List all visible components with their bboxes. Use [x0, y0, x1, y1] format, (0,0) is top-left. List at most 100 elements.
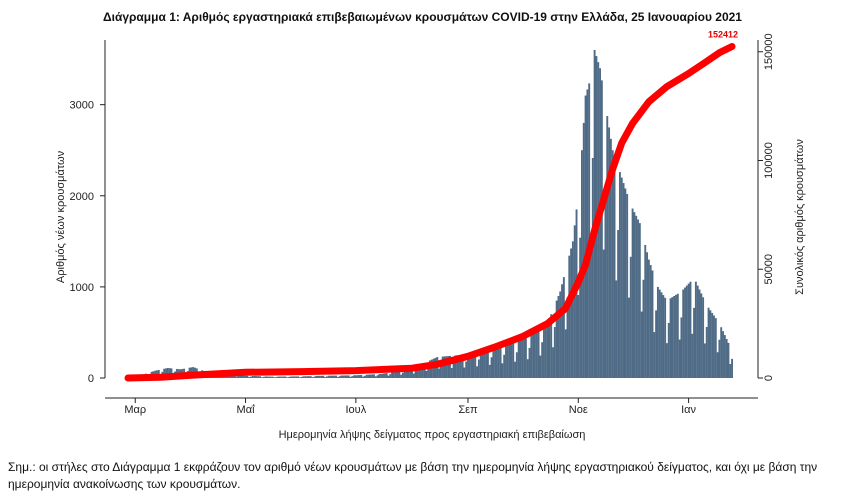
daily-bar: [315, 376, 318, 378]
daily-bar: [508, 343, 511, 378]
daily-bar: [324, 377, 327, 378]
daily-bar: [257, 376, 260, 378]
daily-bar: [503, 354, 506, 378]
daily-bar: [519, 340, 522, 378]
daily-bar: [166, 367, 169, 378]
daily-bar: [477, 359, 480, 378]
daily-bar: [499, 345, 502, 378]
daily-bar: [533, 331, 536, 378]
daily-bar: [581, 150, 583, 378]
daily-bar: [311, 377, 314, 378]
daily-bar: [458, 355, 460, 378]
daily-bar: [691, 333, 694, 378]
daily-bar: [615, 280, 618, 378]
daily-bar: [550, 314, 553, 378]
daily-bar: [548, 318, 551, 378]
x-axis-title: Ημερομηνία λήψης δείγματος προς εργαστηρ…: [279, 429, 586, 441]
daily-bar: [546, 323, 549, 378]
daily-bar: [318, 375, 321, 378]
daily-bar: [566, 297, 569, 378]
daily-bar: [689, 281, 692, 378]
daily-bar: [383, 373, 386, 378]
daily-bar: [430, 359, 433, 378]
daily-bar: [640, 311, 643, 378]
daily-bar: [365, 374, 368, 378]
daily-bar: [696, 285, 699, 378]
daily-bar: [452, 362, 455, 378]
daily-bar: [275, 377, 278, 378]
daily-bar: [163, 368, 166, 378]
daily-bar: [716, 352, 719, 378]
daily-bar: [635, 215, 638, 378]
daily-bar: [622, 183, 625, 378]
cumulative-cases-line: [124, 43, 736, 382]
daily-bar: [407, 369, 410, 378]
daily-bar: [590, 242, 592, 378]
daily-bar: [465, 361, 468, 378]
daily-bar: [398, 370, 401, 378]
daily-bar: [671, 297, 674, 378]
daily-bar: [476, 366, 479, 378]
daily-bar: [309, 376, 312, 378]
daily-bar: [284, 376, 287, 378]
daily-bar: [244, 375, 247, 378]
daily-bar: [609, 138, 612, 378]
daily-bar: [369, 374, 372, 378]
daily-bar: [524, 337, 527, 378]
daily-bar: [722, 331, 724, 378]
cumulative-total-label: 152412: [708, 30, 738, 40]
daily-bar: [367, 374, 370, 378]
daily-bar: [673, 296, 676, 378]
daily-bar: [644, 244, 647, 378]
daily-bar: [165, 368, 167, 378]
daily-bar: [727, 342, 730, 378]
daily-bar: [658, 289, 661, 378]
daily-bar: [286, 377, 289, 378]
daily-bar: [544, 324, 547, 378]
daily-bar: [416, 366, 419, 378]
daily-bar: [637, 219, 639, 378]
daily-bar: [260, 377, 263, 378]
daily-bar: [588, 83, 591, 378]
daily-bar: [304, 376, 307, 378]
daily-bar: [271, 376, 274, 378]
daily-bar: [624, 188, 627, 378]
daily-bar: [392, 371, 395, 378]
daily-bar: [264, 376, 267, 378]
daily-bar: [250, 376, 252, 378]
daily-bar: [262, 376, 265, 378]
daily-bar: [251, 375, 254, 378]
daily-bar: [666, 343, 668, 378]
daily-bar: [613, 155, 616, 378]
daily-bar: [420, 364, 422, 378]
daily-bar: [409, 369, 412, 378]
daily-bar: [682, 289, 685, 378]
daily-bar: [555, 300, 558, 378]
daily-bar: [559, 291, 562, 378]
daily-bar: [463, 367, 466, 378]
x-tick-label: Ιαν: [681, 404, 696, 416]
daily-bar: [358, 375, 361, 378]
daily-bar: [521, 339, 524, 378]
daily-bar: [293, 376, 296, 378]
daily-bar: [273, 377, 276, 378]
daily-bar: [378, 374, 381, 378]
daily-bar: [474, 352, 477, 378]
daily-bar: [669, 298, 672, 378]
daily-bar: [248, 377, 251, 378]
daily-bar: [394, 371, 397, 378]
daily-bar: [445, 356, 448, 378]
daily-bar: [259, 376, 262, 378]
daily-bar: [329, 375, 332, 378]
daily-bar: [584, 95, 587, 378]
daily-bar: [459, 354, 462, 378]
daily-bar: [326, 376, 328, 378]
daily-bar: [316, 375, 319, 378]
y-right-tick-label: 150000: [763, 33, 775, 70]
y-left-tick-label: 3000: [70, 100, 94, 112]
y-left-tick-label: 0: [88, 373, 94, 385]
daily-bar: [579, 237, 582, 378]
daily-bar: [492, 347, 495, 378]
daily-bar: [279, 376, 281, 378]
y-left-tick-label: 1000: [70, 282, 94, 294]
